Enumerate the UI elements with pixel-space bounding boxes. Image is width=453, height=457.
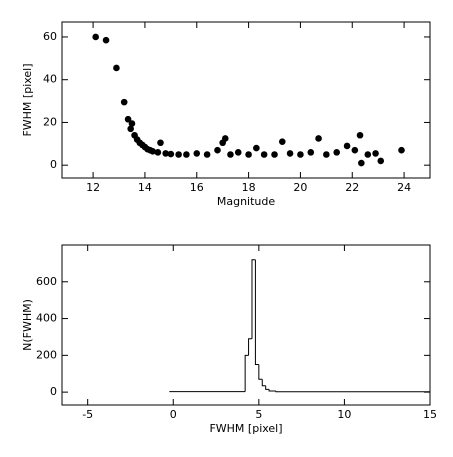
x-tick-label: 14 (138, 181, 152, 194)
y-tick-label: 200 (36, 348, 57, 361)
point (323, 151, 330, 158)
point (372, 150, 379, 157)
x-tick-label: 10 (337, 408, 351, 421)
y-axis-label: N(FWHM) (21, 299, 34, 351)
histogram-step (265, 385, 270, 390)
x-tick-label: 0 (170, 408, 177, 421)
x-tick-label: 18 (242, 181, 256, 194)
point (356, 131, 364, 139)
x-axis-label: Magnitude (217, 195, 276, 208)
histogram-step (254, 259, 259, 366)
point (157, 139, 164, 147)
point (214, 146, 221, 154)
histogram-step (261, 379, 266, 387)
point (245, 151, 252, 158)
y-axis-label: FWHM [pixel] (21, 63, 34, 136)
x-tick-label: 15 (423, 408, 437, 421)
point (193, 150, 201, 157)
y-tick-label: 0 (50, 385, 57, 398)
histogram-step (258, 364, 263, 380)
y-tick-label: 600 (36, 275, 57, 288)
point (315, 135, 322, 142)
point (128, 120, 136, 127)
point (124, 115, 132, 123)
point (113, 64, 120, 72)
histogram-step (268, 389, 276, 392)
point (183, 151, 190, 158)
point (253, 144, 260, 152)
x-tick-label: 12 (86, 181, 100, 194)
point (92, 33, 99, 41)
point (227, 151, 234, 158)
point (260, 151, 268, 158)
point (167, 150, 175, 158)
point (343, 142, 351, 150)
point (154, 149, 162, 156)
point (351, 146, 359, 154)
y-tick-label: 40 (43, 73, 57, 86)
point (307, 149, 315, 156)
point (364, 151, 372, 158)
point (333, 149, 341, 156)
histogram-step (169, 391, 246, 393)
y-tick-label: 20 (43, 115, 57, 128)
x-axis-label: FWHM [pixel] (209, 422, 282, 435)
histogram-step (275, 391, 430, 393)
point (377, 157, 385, 165)
point (286, 150, 294, 157)
point (278, 138, 286, 145)
plot-frame (61, 21, 431, 179)
point (203, 151, 211, 158)
plot-frame (61, 244, 431, 406)
y-tick-label: 60 (43, 30, 57, 43)
point (175, 151, 182, 158)
point (127, 125, 134, 133)
point (102, 36, 110, 44)
x-tick-label: 20 (293, 181, 307, 194)
y-tick-label: 400 (36, 312, 57, 325)
point (297, 151, 304, 158)
point (398, 146, 405, 154)
x-tick-label: 5 (255, 408, 262, 421)
point (162, 150, 169, 157)
point (358, 159, 365, 167)
point (234, 149, 242, 156)
x-tick-label: -5 (82, 408, 93, 421)
point (221, 135, 229, 142)
point (120, 98, 128, 106)
x-tick-label: 24 (397, 181, 411, 194)
x-tick-label: 16 (190, 181, 204, 194)
histogram-step (244, 354, 249, 392)
histogram-step (251, 259, 256, 339)
histogram-step (248, 338, 252, 356)
x-tick-label: 22 (345, 181, 359, 194)
point (149, 147, 157, 155)
y-tick-label: 0 (50, 158, 57, 171)
point (271, 151, 278, 158)
